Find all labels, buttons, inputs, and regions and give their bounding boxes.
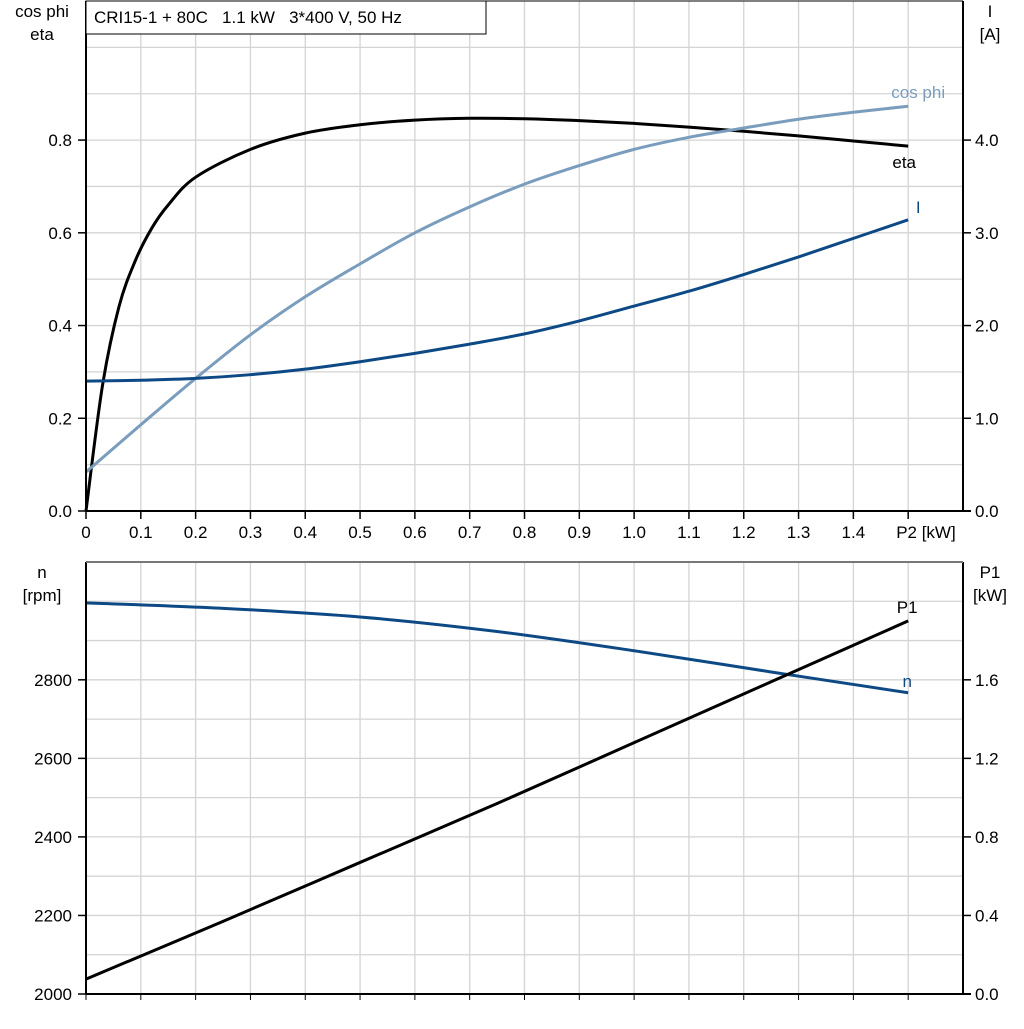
left-axis-title: n (37, 563, 46, 582)
series-cos-phi (85, 104, 909, 474)
curves (84, 104, 909, 981)
x-tick-label: 1.3 (787, 523, 811, 542)
left-tick-label: 0.0 (48, 502, 72, 521)
left-tick-label: 0.8 (48, 131, 72, 150)
x-tick-label: 0.6 (403, 523, 427, 542)
x-tick-label: 0.8 (513, 523, 537, 542)
right-tick-label: 0.0 (975, 985, 999, 1004)
right-tick-label: 0.0 (975, 502, 999, 521)
right-axis-unit: [A] (980, 25, 1001, 44)
left-axis-title: cos phi (15, 2, 69, 21)
series-label-n: n (902, 672, 911, 691)
right-tick-label: 2.0 (975, 317, 999, 336)
series-P1 (85, 619, 909, 981)
bottom-grid (86, 562, 963, 994)
left-tick-label: 0.4 (48, 317, 72, 336)
chart-title: CRI15-1 + 80C 1.1 kW 3*400 V, 50 Hz (94, 8, 402, 27)
axes (78, 0, 971, 1000)
x-tick-label: 0.7 (458, 523, 482, 542)
series-label-eta: eta (892, 153, 916, 172)
left-tick-label: 0.2 (48, 409, 72, 428)
x-tick-label: 0.3 (239, 523, 263, 542)
series-n (85, 601, 909, 695)
left-tick-label: 2400 (34, 828, 72, 847)
x-tick-label: 0.4 (293, 523, 317, 542)
left-tick-label: 2000 (34, 985, 72, 1004)
right-axis-title: I (988, 2, 993, 21)
x-tick-label: 0.2 (184, 523, 208, 542)
series-eta (84, 116, 909, 512)
right-tick-label: 0.4 (975, 906, 999, 925)
left-axis-unit: [rpm] (23, 586, 62, 605)
top-grid (86, 1, 963, 511)
left-axis-unit: eta (30, 25, 54, 44)
right-tick-label: 1.0 (975, 409, 999, 428)
x-tick-label: 1.4 (842, 523, 866, 542)
series-label-cos-phi: cos phi (891, 83, 945, 102)
left-tick-label: 2800 (34, 671, 72, 690)
x-tick-label: 1.0 (622, 523, 646, 542)
left-tick-label: 2200 (34, 906, 72, 925)
x-tick-label: 0.1 (129, 523, 153, 542)
x-tick-label: 1.2 (732, 523, 756, 542)
right-axis-title: P1 (980, 563, 1001, 582)
x-tick-label: 1.1 (677, 523, 701, 542)
left-tick-label: 0.6 (48, 224, 72, 243)
right-tick-label: 3.0 (975, 224, 999, 243)
right-axis-unit: [kW] (973, 586, 1007, 605)
x-tick-label: P2 [kW] (896, 523, 956, 542)
right-tick-label: 0.8 (975, 828, 999, 847)
x-tick-label: 0.9 (567, 523, 591, 542)
labels: 0.0 0.2 0.4 0.6 0.8 0.0 1.0 2.0 3.0 4.0 cos phi eta… (15, 2, 1007, 1004)
series-I (85, 218, 909, 383)
right-tick-label: 1.2 (975, 749, 999, 768)
left-tick-label: 2600 (34, 749, 72, 768)
right-tick-label: 1.6 (975, 671, 999, 690)
x-tick-label: 0.5 (348, 523, 372, 542)
series-label-I: I (916, 198, 921, 217)
series-label-P1: P1 (897, 598, 918, 617)
x-tick-label: 0 (81, 523, 90, 542)
right-tick-label: 4.0 (975, 131, 999, 150)
title-box (85, 0, 487, 35)
